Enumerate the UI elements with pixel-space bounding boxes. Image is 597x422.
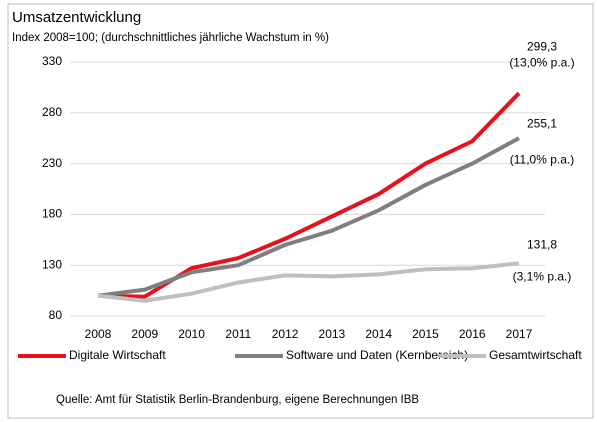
- x-tick-label: 2008: [85, 327, 112, 341]
- chart-title: Umsatzentwicklung: [12, 9, 141, 26]
- annotation: (11,0% p.a.): [510, 152, 574, 166]
- value-label: 299,3: [527, 39, 557, 53]
- legend-label: Software und Daten (Kernbereich): [286, 348, 468, 362]
- legend-label: Gesamtwirtschaft: [489, 348, 582, 362]
- y-tick-label: 80: [49, 308, 63, 322]
- frame: [7, 3, 594, 419]
- x-tick-label: 2009: [131, 327, 158, 341]
- value-label: 131,8: [527, 238, 557, 252]
- x-tick-label: 2013: [319, 327, 346, 341]
- series-line: [97, 91, 521, 299]
- series-line: [97, 136, 520, 298]
- y-tick-label: 180: [42, 207, 62, 221]
- x-tick-label: 2011: [225, 327, 251, 341]
- legend-label: Digitale Wirtschaft: [69, 348, 166, 362]
- series-line: [97, 261, 520, 303]
- x-tick-label: 2010: [178, 327, 205, 341]
- x-tick-label: 2012: [272, 327, 299, 341]
- y-tick-label: 230: [42, 156, 62, 170]
- source: Quelle: Amt für Statistik Berlin-Branden…: [56, 394, 419, 406]
- value-label: 255,1: [527, 116, 557, 130]
- x-tick-label: 2016: [459, 327, 486, 341]
- x-tick-label: 2017: [506, 327, 533, 341]
- x-tick-label: 2015: [412, 327, 439, 341]
- annotation: (3,1% p.a.): [513, 270, 572, 284]
- x-tick-label: 2014: [365, 327, 392, 341]
- y-tick-label: 280: [42, 105, 62, 119]
- y-tick-label: 330: [42, 54, 62, 68]
- annotation: (13,0% p.a.): [509, 55, 574, 69]
- chart-subtitle: Index 2008=100; (durchschnittliches jähr…: [12, 32, 329, 44]
- y-tick-label: 130: [42, 257, 62, 271]
